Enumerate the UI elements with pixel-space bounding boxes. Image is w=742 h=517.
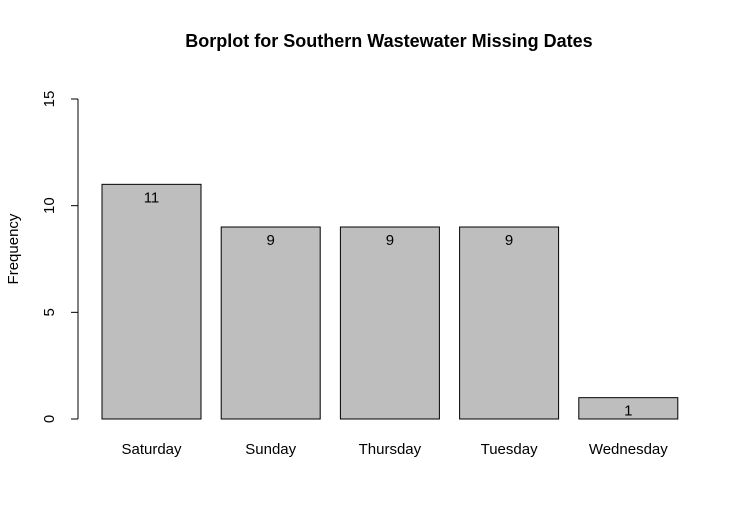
- x-category-label: Sunday: [245, 441, 296, 458]
- bar-value-label: 11: [144, 189, 160, 206]
- bar-sunday: [220, 226, 321, 420]
- x-category-label: Wednesday: [589, 441, 668, 458]
- bar-value-label: 1: [624, 403, 632, 420]
- y-tick-label: 15: [41, 91, 58, 108]
- x-category-label: Saturday: [121, 441, 182, 458]
- bars-group: [101, 183, 679, 420]
- x-category-label: Thursday: [359, 441, 422, 458]
- bar-value-label: 9: [505, 232, 513, 249]
- y-axis: 0 5 10 15: [41, 91, 79, 423]
- bar-wednesday: [578, 397, 679, 420]
- y-tick-label: 5: [41, 308, 58, 316]
- x-category-label: Tuesday: [481, 441, 538, 458]
- bar-tuesday: [459, 226, 560, 420]
- bar-saturday: [101, 183, 202, 420]
- bar-value-label: 9: [386, 232, 394, 249]
- y-tick-label: 0: [41, 415, 58, 423]
- bar-value-label: 9: [267, 232, 275, 249]
- category-labels: Saturday Sunday Thursday Tuesday Wednesday: [121, 441, 668, 458]
- y-tick-label: 10: [41, 197, 58, 214]
- bar-value-labels: 11 9 9 9 1: [144, 189, 633, 419]
- bar-thursday: [339, 226, 440, 420]
- y-axis-label: Frequency: [5, 213, 22, 284]
- chart-title: Borplot for Southern Wastewater Missing …: [185, 31, 592, 51]
